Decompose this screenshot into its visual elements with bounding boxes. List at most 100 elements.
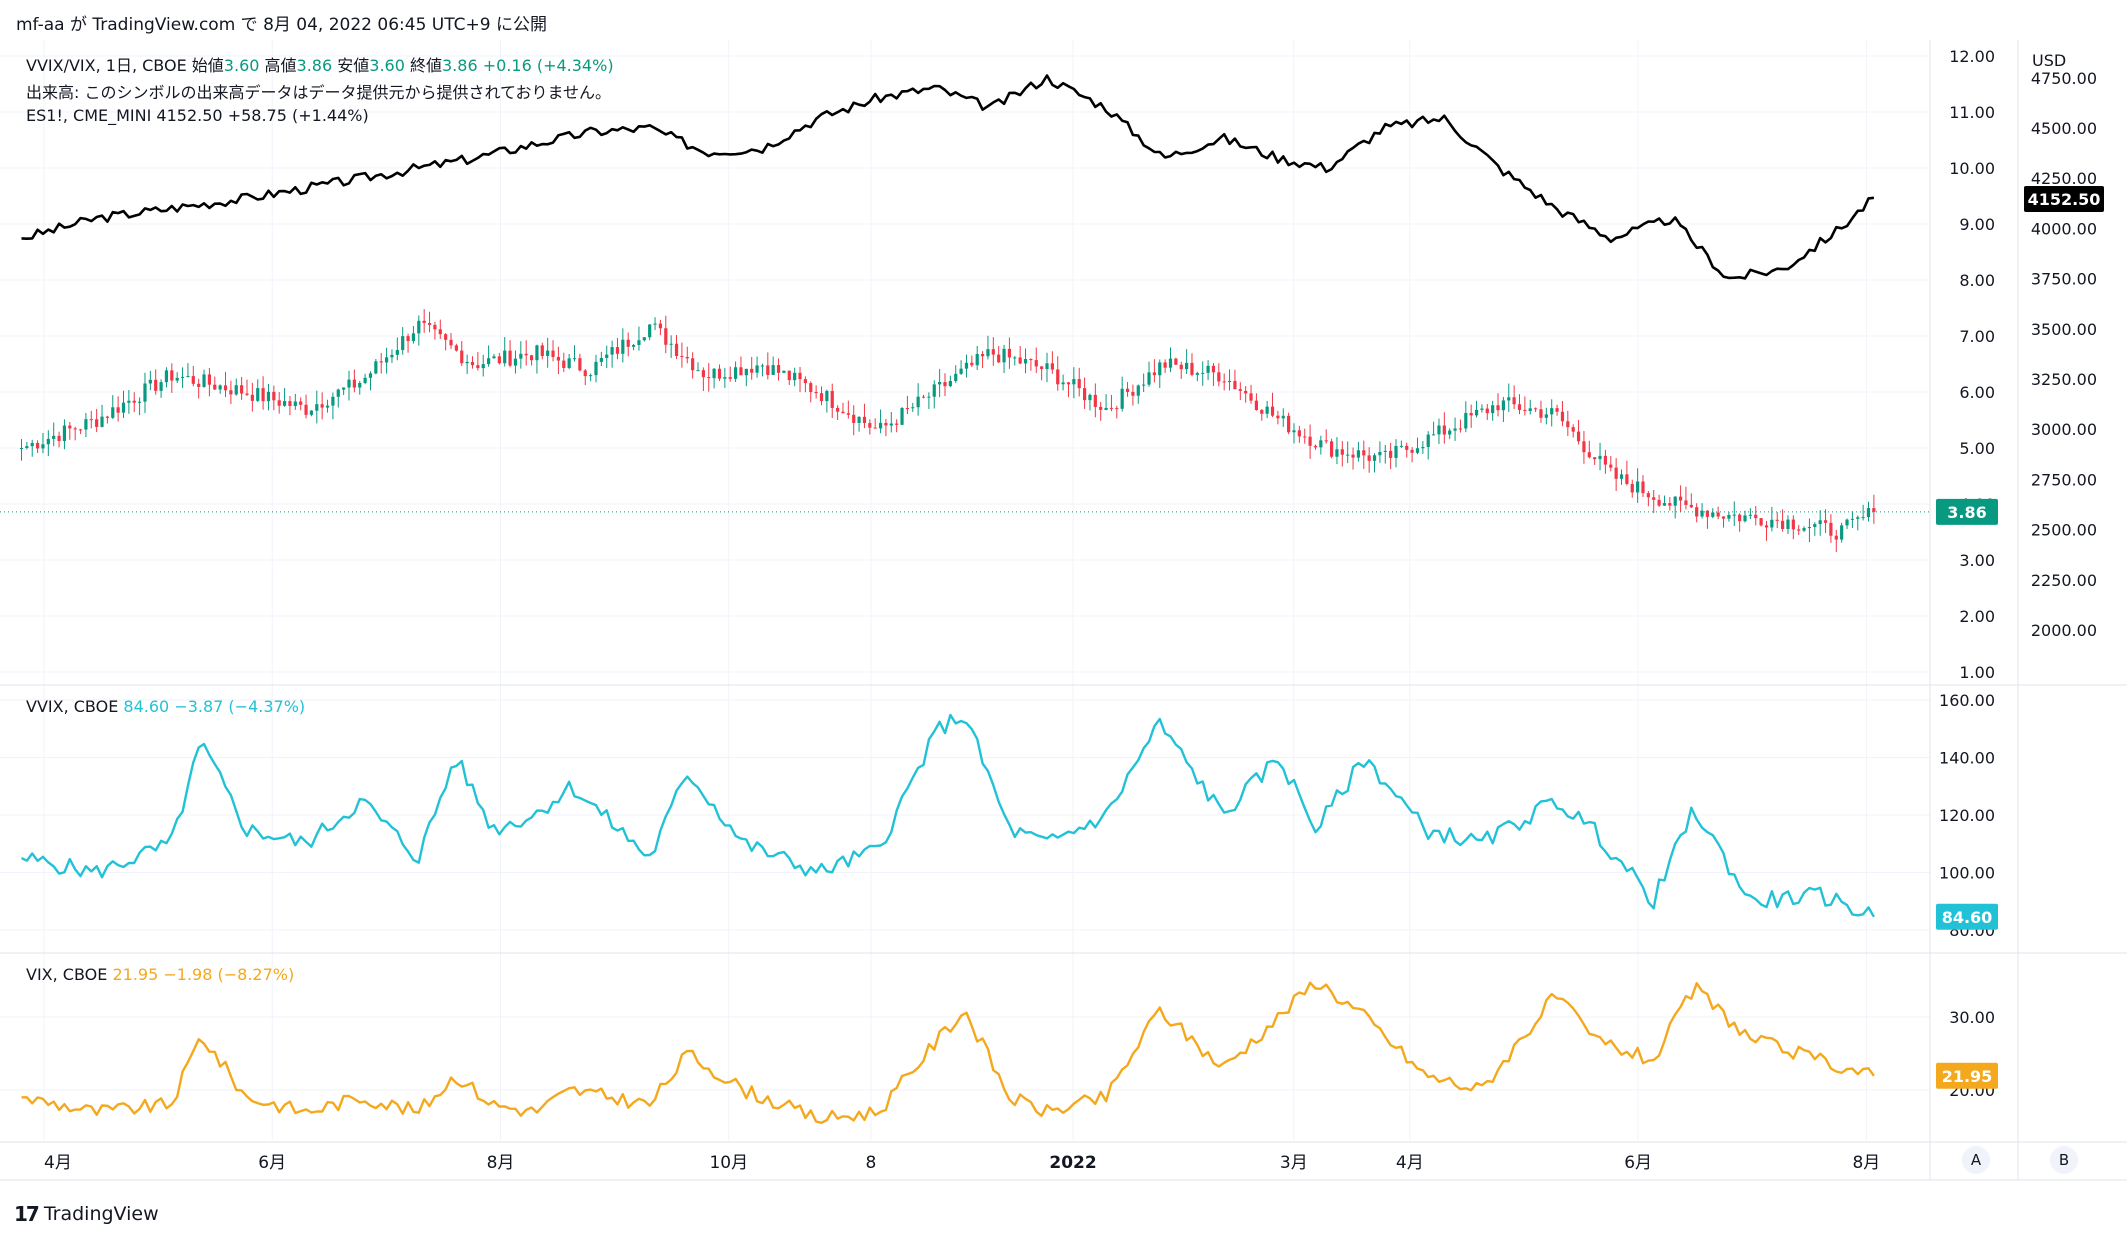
axis-auto-button[interactable]: A (1962, 1146, 1990, 1174)
candle-body (1496, 405, 1500, 411)
candle-body (1099, 406, 1103, 410)
candle-body (1142, 384, 1146, 386)
candle-body (1072, 379, 1076, 385)
candle-body (986, 349, 990, 357)
candle-body (159, 382, 163, 391)
candle-body (1829, 522, 1833, 536)
candle-body (1292, 430, 1296, 433)
candle-body (970, 362, 974, 366)
candle-body (1517, 404, 1522, 410)
candle-body (1276, 415, 1280, 419)
candle-body (1464, 413, 1468, 429)
vvix-last-badge-bg (1936, 903, 1998, 930)
es-last-badge-bg (2024, 186, 2104, 212)
candle-body (1120, 388, 1124, 409)
candle-body (127, 400, 131, 403)
vvix-tick-label: 120.00 (1939, 806, 1995, 825)
candle-body (674, 343, 679, 356)
candle-body (572, 358, 577, 360)
candle-body (121, 402, 126, 413)
candle-body (642, 337, 646, 341)
candle-body (615, 347, 620, 354)
candle-body (240, 385, 244, 394)
candle-body (1458, 428, 1463, 430)
candle-body (1362, 450, 1366, 456)
candle-body (384, 357, 389, 363)
time-axis-label: 8 (866, 1153, 877, 1173)
candle-body (1646, 493, 1650, 498)
candle-body (175, 377, 179, 381)
candle-body (1125, 388, 1130, 392)
candle-body (1759, 518, 1763, 526)
candle-body (68, 425, 72, 429)
candle-body (1437, 425, 1441, 435)
candle-body (1775, 519, 1779, 521)
candle-body (916, 396, 920, 408)
time-axis-label: 3月 (1280, 1153, 1308, 1173)
es-tick-label: 3500.00 (2031, 320, 2097, 339)
candle-body (776, 365, 781, 373)
candle-body (1834, 535, 1838, 540)
candle-body (1474, 409, 1479, 416)
candle-body (1539, 409, 1543, 418)
ratio-tick-label: 3.00 (1959, 551, 1995, 570)
candle-body (653, 323, 657, 325)
candle-body (1040, 366, 1044, 369)
axis-b-button[interactable]: B (2050, 1146, 2078, 1174)
candle-body (852, 414, 856, 423)
candle-body (111, 407, 115, 418)
candle-body (508, 350, 512, 366)
candle-body (1394, 445, 1398, 458)
candle-body (980, 353, 985, 357)
candle-body (191, 376, 195, 384)
time-axis-label: 6月 (1624, 1153, 1652, 1173)
legend-es-change: +58.75 (+1.44%) (227, 106, 369, 125)
candle-body (417, 320, 421, 334)
legend-symbol: VVIX/VIX, 1日, CBOE (26, 56, 187, 75)
candle-body (315, 404, 319, 411)
candle-body (1050, 363, 1054, 370)
candle-body (170, 370, 174, 381)
candle-body (454, 345, 458, 351)
candle-body (1378, 451, 1382, 456)
candle-body (1480, 408, 1484, 410)
candle-body (62, 425, 67, 442)
candle-body (1077, 379, 1081, 389)
candle-body (293, 401, 297, 406)
candle-body (1308, 436, 1312, 446)
candle-body (1029, 359, 1033, 361)
candle-body (1732, 514, 1736, 516)
candle-body (277, 400, 281, 406)
candle-body (1780, 520, 1785, 529)
candle-body (1174, 358, 1178, 365)
candle-body (266, 391, 271, 402)
legend-vix-value: 21.95 (112, 965, 159, 984)
candle-body (556, 356, 561, 361)
legend-vvix-value: 84.60 (123, 697, 170, 716)
candle-body (503, 350, 507, 364)
candle-body (1587, 452, 1591, 458)
candle-body (1260, 410, 1264, 414)
candle-body (250, 394, 254, 401)
candle-body (433, 324, 437, 330)
candle-body (336, 389, 340, 397)
candle-body (1716, 512, 1720, 517)
candle-body (1217, 372, 1221, 382)
candle-body (1786, 519, 1790, 529)
candle-body (691, 358, 695, 371)
candle-body (57, 435, 61, 442)
candle-body (803, 379, 807, 384)
candle-body (132, 400, 136, 403)
legend-vix: VIX, CBOE 21.95 −1.98 (−8.27%) (26, 965, 294, 984)
candle-body (739, 367, 743, 376)
candle-body (331, 396, 335, 406)
candle-body (991, 349, 995, 355)
candle-body (578, 358, 582, 371)
footer: 17 TradingView (14, 1202, 159, 1226)
candle-body (1061, 382, 1065, 385)
candle-body (25, 446, 29, 448)
ratio-tick-label: 8.00 (1959, 271, 1995, 290)
candle-body (444, 334, 448, 340)
candle-body (1405, 445, 1409, 450)
